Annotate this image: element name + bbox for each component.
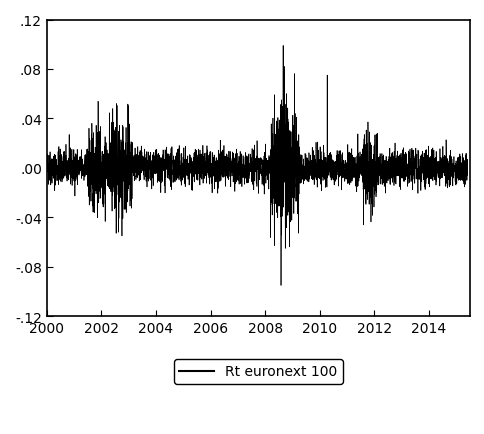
- Legend: Rt euronext 100: Rt euronext 100: [173, 359, 342, 384]
